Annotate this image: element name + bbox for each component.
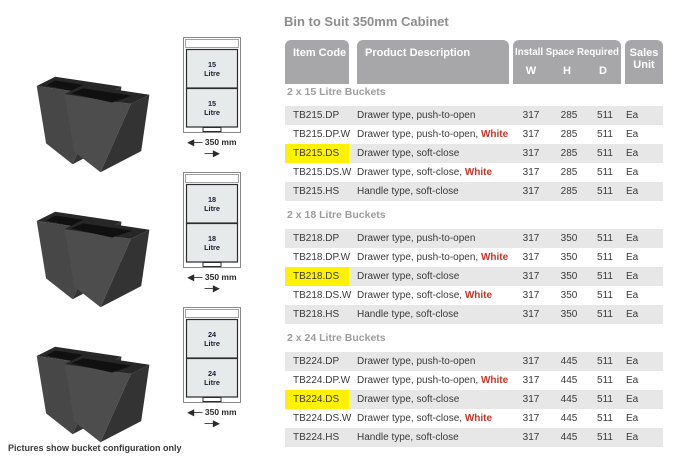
svg-text:Litre: Litre bbox=[204, 204, 220, 213]
svg-text:24: 24 bbox=[208, 330, 217, 339]
svg-text:24: 24 bbox=[208, 369, 217, 378]
svg-text:Litre: Litre bbox=[204, 339, 220, 348]
svg-text:Litre: Litre bbox=[204, 378, 220, 387]
svg-text:Litre: Litre bbox=[204, 243, 220, 252]
svg-text:Litre: Litre bbox=[204, 108, 220, 117]
svg-text:18: 18 bbox=[208, 234, 216, 243]
svg-text:18: 18 bbox=[208, 195, 216, 204]
svg-text:15: 15 bbox=[208, 99, 216, 108]
svg-text:15: 15 bbox=[208, 60, 216, 69]
svg-text:Litre: Litre bbox=[204, 69, 220, 78]
